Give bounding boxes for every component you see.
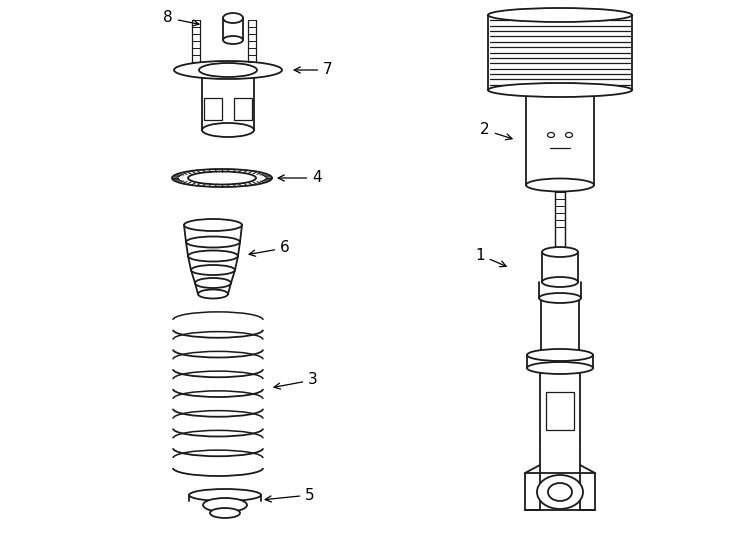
Ellipse shape	[188, 251, 238, 261]
Text: 7: 7	[294, 63, 333, 78]
Ellipse shape	[527, 362, 593, 374]
Ellipse shape	[198, 289, 228, 299]
Ellipse shape	[223, 36, 243, 44]
Ellipse shape	[526, 179, 594, 192]
Text: 6: 6	[249, 240, 290, 256]
Ellipse shape	[199, 63, 257, 77]
Ellipse shape	[527, 349, 593, 361]
Ellipse shape	[537, 475, 583, 509]
Ellipse shape	[488, 83, 632, 97]
Text: 5: 5	[265, 488, 315, 503]
Ellipse shape	[223, 13, 243, 23]
Text: 4: 4	[278, 171, 321, 186]
Polygon shape	[525, 465, 540, 510]
Ellipse shape	[191, 265, 235, 275]
Text: 2: 2	[480, 123, 512, 140]
Ellipse shape	[539, 293, 581, 303]
Ellipse shape	[188, 172, 256, 185]
Ellipse shape	[210, 508, 240, 518]
Ellipse shape	[548, 132, 554, 138]
Ellipse shape	[186, 237, 240, 247]
Ellipse shape	[184, 219, 242, 231]
Ellipse shape	[195, 278, 231, 288]
Ellipse shape	[174, 61, 282, 79]
Ellipse shape	[488, 8, 632, 22]
Bar	[234, 98, 252, 120]
Ellipse shape	[542, 247, 578, 257]
Ellipse shape	[172, 169, 272, 187]
Bar	[204, 98, 222, 120]
Bar	[546, 392, 574, 430]
Ellipse shape	[189, 489, 261, 501]
Text: 3: 3	[274, 373, 318, 389]
Polygon shape	[580, 465, 595, 510]
Ellipse shape	[565, 132, 573, 138]
Ellipse shape	[202, 123, 254, 137]
Ellipse shape	[548, 483, 572, 501]
Ellipse shape	[542, 277, 578, 287]
Text: 8: 8	[163, 10, 199, 26]
Text: 1: 1	[475, 247, 506, 267]
Ellipse shape	[203, 498, 247, 512]
